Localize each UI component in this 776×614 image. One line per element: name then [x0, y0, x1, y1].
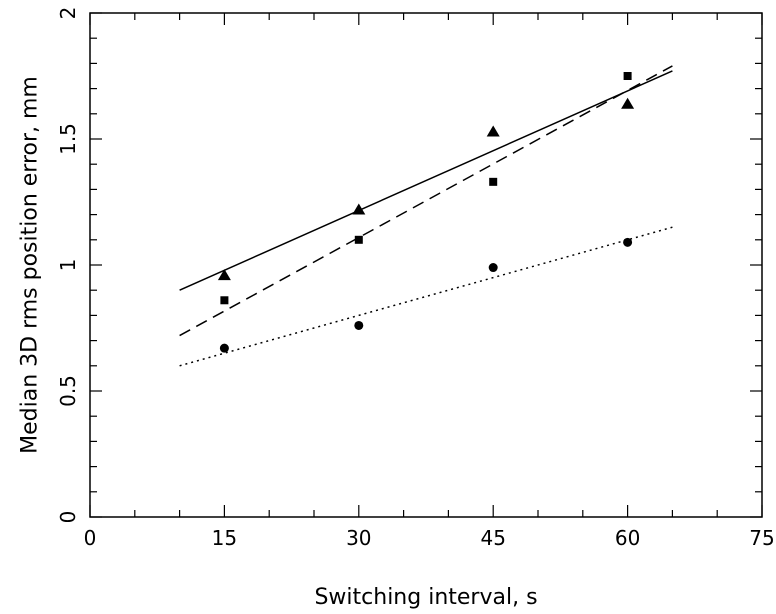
- circle-marker: [219, 343, 229, 353]
- x-tick-label: 0: [84, 526, 97, 550]
- y-tick-label: 0: [56, 511, 80, 524]
- square-marker: [354, 235, 363, 244]
- fit-line-dashed: [179, 65, 673, 337]
- y-tick-labels: 0 0.5 1 1.5 2: [56, 7, 80, 524]
- axis-ticks: [89, 12, 763, 518]
- triangle-marker: [217, 269, 231, 281]
- x-tick-label: 30: [346, 526, 371, 550]
- x-tick-label: 45: [480, 526, 505, 550]
- triangle-marker: [352, 203, 366, 215]
- data-markers: [217, 72, 635, 353]
- triangle-marker: [486, 125, 500, 137]
- plot-frame: [89, 12, 763, 518]
- fit-line-dotted: [179, 226, 673, 367]
- circle-marker: [488, 263, 498, 273]
- fit-line-solid: [179, 70, 673, 291]
- y-tick-label: 2: [56, 7, 80, 20]
- square-marker: [489, 177, 498, 186]
- y-tick-label: 1: [56, 259, 80, 272]
- x-tick-labels: 0 15 30 45 60 75: [84, 526, 775, 550]
- x-tick-label: 15: [212, 526, 237, 550]
- x-tick-label: 60: [615, 526, 640, 550]
- x-axis-title: Switching interval, s: [314, 585, 537, 610]
- y-axis-title: Median 3D rms position error, mm: [18, 76, 43, 454]
- y-tick-label: 0.5: [56, 375, 80, 407]
- x-tick-label: 75: [749, 526, 774, 550]
- square-marker: [623, 72, 632, 80]
- triangle-marker: [621, 97, 635, 109]
- y-tick-label: 1.5: [56, 123, 80, 155]
- circle-marker: [623, 237, 633, 247]
- fit-lines: [179, 65, 673, 367]
- circle-marker: [354, 320, 364, 330]
- square-marker: [220, 296, 229, 305]
